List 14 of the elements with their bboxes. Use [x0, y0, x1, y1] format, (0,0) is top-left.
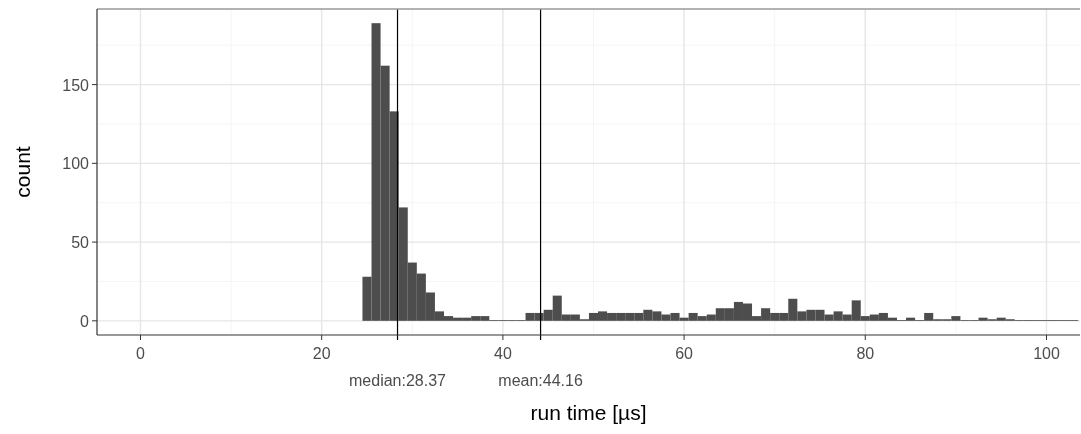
- y-axis-title: count: [11, 146, 34, 198]
- x-axis-title: run time [µs]: [530, 401, 647, 424]
- x-tick-label: 40: [493, 345, 512, 362]
- x-tick-label: 80: [856, 345, 875, 362]
- y-tick-label: 50: [71, 234, 90, 252]
- y-tick-label: 150: [62, 76, 90, 94]
- y-tick-label: 0: [80, 312, 90, 330]
- y-tick-label: 100: [62, 155, 90, 173]
- ref-line-label: median:28.37: [349, 372, 447, 389]
- x-tick-label: 100: [1033, 345, 1060, 362]
- ref-line-label: mean:44.16: [498, 372, 583, 389]
- x-tick-label: 60: [675, 345, 694, 362]
- x-tick-label: 20: [312, 345, 331, 362]
- x-tick-label: 0: [136, 345, 146, 362]
